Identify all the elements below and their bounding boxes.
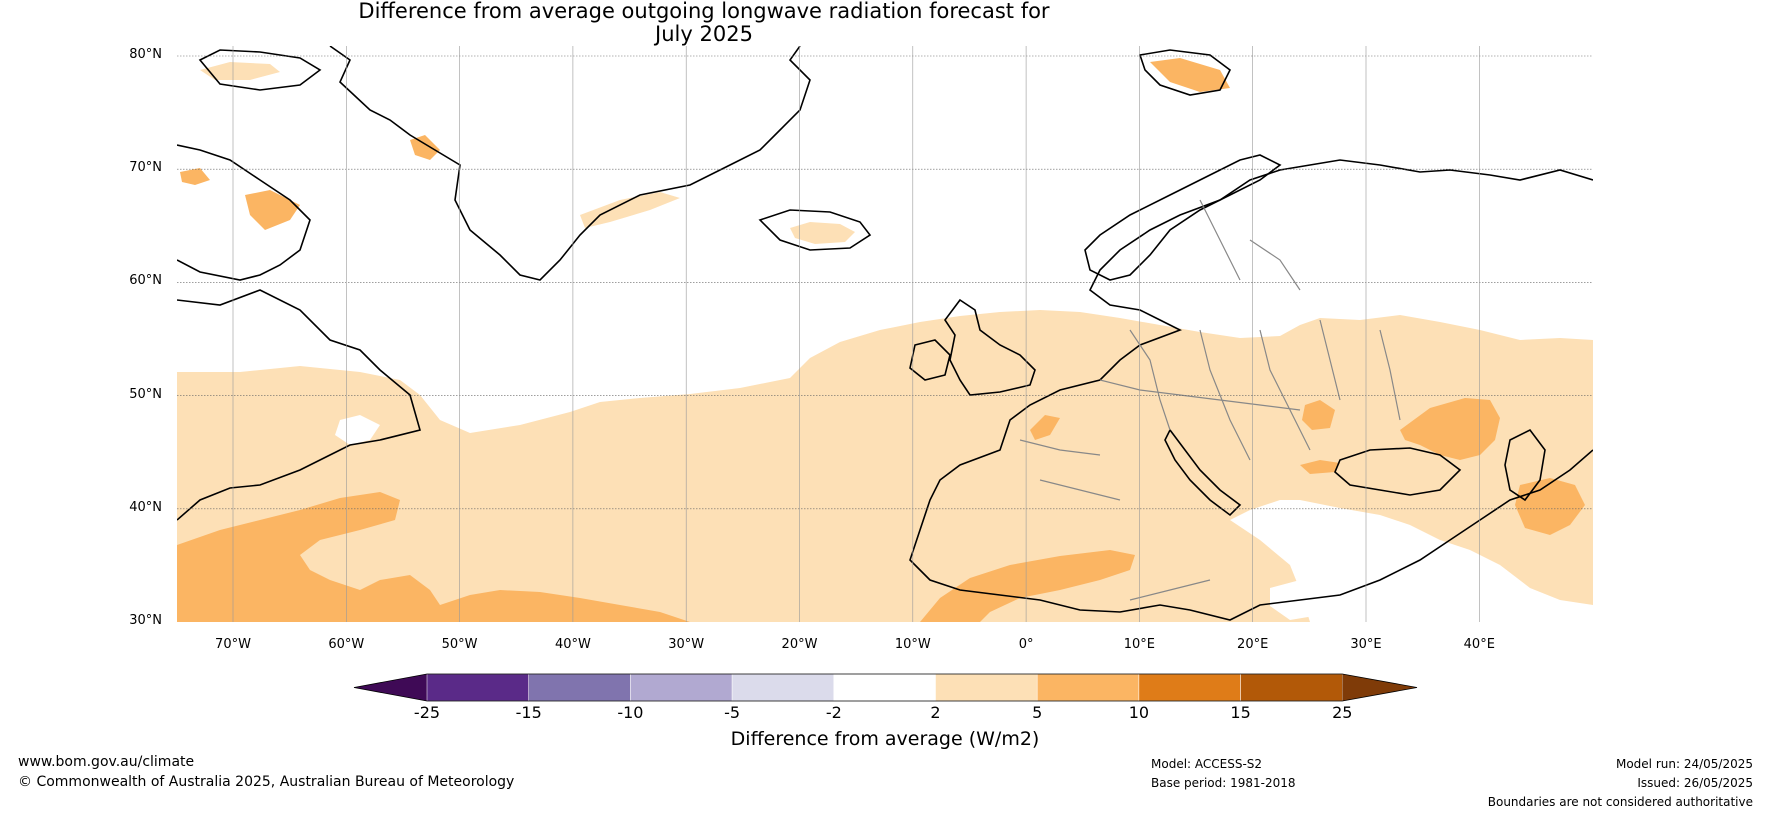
coastline-iceland [758,209,872,251]
colorbar-tick-label: 2 [930,703,941,722]
anomaly-region-baffin [245,190,300,230]
copyright-text: © Commonwealth of Australia 2025, Austra… [18,774,515,790]
anomaly-region-5-10-biscay [1030,415,1060,440]
longitude-label: 50°W [441,637,478,652]
longitude-label: 60°W [328,637,365,652]
colorbar-tick-label: 15 [1230,703,1251,722]
colorbar-tick-label: 25 [1332,703,1353,722]
coastline-ireland [909,339,951,381]
longitude-label: 30°W [668,637,705,652]
issued-text: Issued: 26/05/2025 [1637,776,1753,790]
anomaly-region-5-10-atlantic [177,492,690,622]
colorbar-title: Difference from average (W/m2) [730,728,1040,750]
coastline-italy [1164,428,1242,517]
longitude-label: 0° [1018,637,1034,652]
anomaly-region-baffin-2 [180,168,210,185]
coastline-black-sea [1334,447,1462,496]
coastline-uk [944,298,1036,396]
latitude-label: 80°N [129,47,162,62]
latitude-label: 40°N [129,499,162,515]
latitude-label: 70°N [129,160,162,176]
anomaly-region-iceland [790,222,855,244]
coastline-svalbard [1138,49,1232,96]
disclaimer-text: Boundaries are not considered authoritat… [1487,795,1753,809]
anomaly-region-svalbard [1150,58,1230,92]
anomaly-fill-layer [177,58,1593,622]
title-line-1: Difference from average outgoing longwav… [358,0,1050,23]
anomaly-region-canada-n [200,62,280,80]
coastline-baffin [177,144,311,281]
coastline-canada-east [177,289,421,521]
website-link[interactable]: www.bom.gov.au/climate [18,754,195,770]
colorbar-tick-label: -2 [825,703,842,722]
base-period-text: Base period: 1981-2018 [1151,776,1296,790]
colorbar-tick-label: 5 [1032,703,1043,722]
colorbar-tick-label: -10 [617,703,644,722]
anomaly-region-2-5 [177,310,1593,622]
anomaly-region-5-10-sahara [920,550,1135,622]
anomaly-region-greenland-w [410,135,440,160]
border-layer [1019,199,1401,601]
graticule-layer [177,46,1593,622]
colorbar-tick-label: 10 [1128,703,1150,722]
longitude-label: 40°W [554,637,591,652]
longitude-label: 40°E [1463,637,1495,652]
anomaly-region-5-10-russia [1400,398,1500,460]
latitude-label: 30°N [129,613,162,628]
colorbar-tick-label: -5 [724,703,741,722]
latitude-label: 50°N [129,386,162,402]
longitude-label: 10°E [1123,637,1156,652]
coastline-caspian [1504,428,1546,502]
longitude-label: 70°W [215,637,251,652]
latitude-label: 60°N [129,273,162,289]
anomaly-region-5-10-balkans [1300,460,1340,474]
model-run-text: Model run: 24/05/2025 [1615,757,1753,771]
coastline-europe [909,159,1593,621]
title-line-2: July 2025 [655,22,753,46]
coastline-norway [1084,154,1282,281]
longitude-label: 20°E [1237,637,1269,652]
coastline-canada-north [198,49,322,91]
border-lines [1019,199,1401,601]
anomaly-region-5-10-ukraine [1302,400,1335,430]
model-text: Model: ACCESS-S2 [1151,757,1263,771]
coastline-layer [177,46,1593,621]
colorbar-tick-label: -25 [413,703,441,722]
longitude-label: 20°W [781,637,818,652]
coastline-greenland [329,46,811,281]
anomaly-region-greenland-e [580,192,680,228]
longitude-label: 10°W [894,637,931,652]
colorbar-tick-label: -15 [515,703,542,722]
longitude-label: 30°E [1350,637,1382,652]
